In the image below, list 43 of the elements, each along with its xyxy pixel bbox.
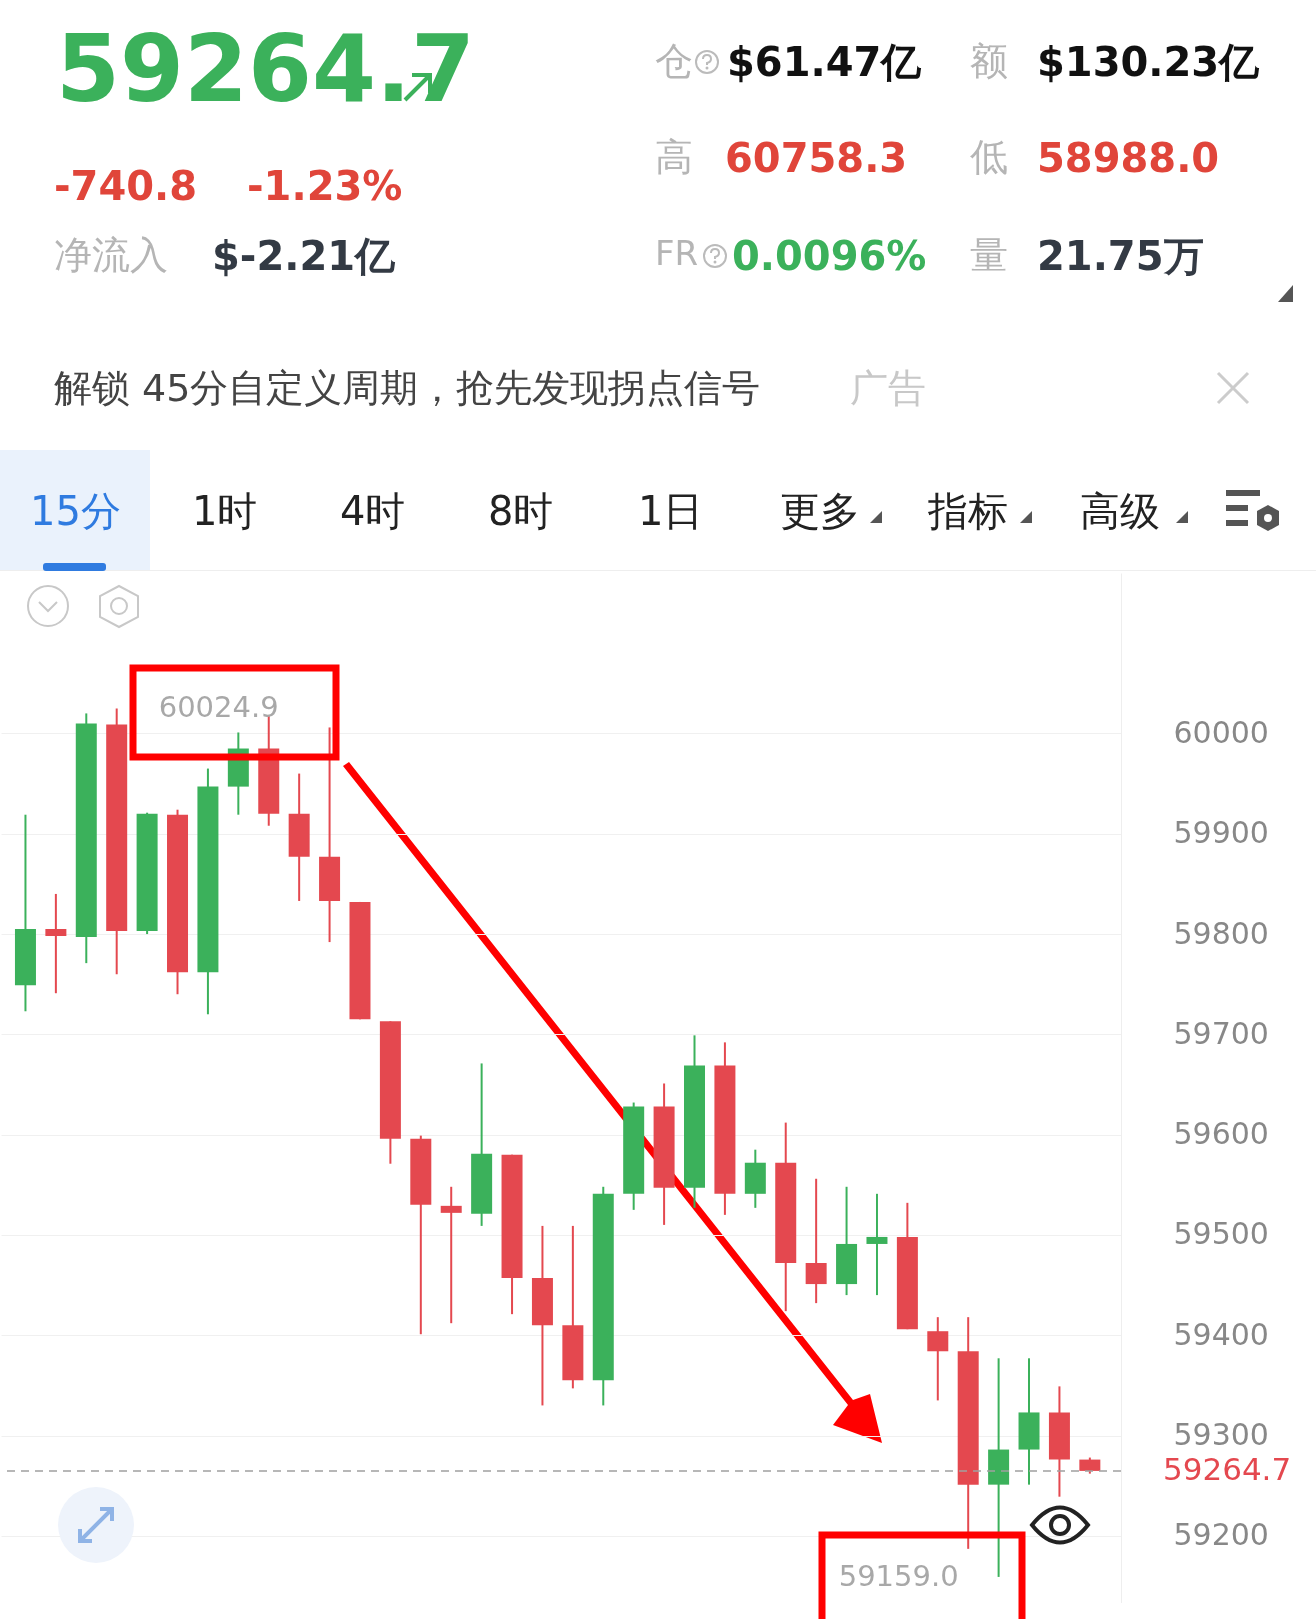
text: 仓: [655, 39, 693, 83]
text: -740.8: [54, 163, 198, 209]
annotation: 60024.9: [158, 690, 279, 725]
text: $-2.21亿: [212, 233, 396, 279]
annotation: 59159.0: [838, 1558, 959, 1593]
text: 1时: [192, 488, 258, 534]
text: 更多: [780, 488, 860, 534]
candlestick: [45, 892, 67, 995]
candlestick: [805, 1177, 827, 1305]
text: 量: [970, 233, 1008, 277]
text: 高级: [1080, 488, 1160, 534]
candlestick: [866, 1192, 888, 1297]
text: 21.75万: [1037, 233, 1204, 279]
text: -1.23%: [247, 163, 403, 209]
text: 4时: [340, 488, 406, 534]
y-tick-label: 59600: [1173, 1116, 1269, 1152]
text: $130.23亿: [1037, 39, 1260, 85]
y-tick-label: 59900: [1173, 815, 1269, 851]
text: 58988.0: [1037, 135, 1220, 181]
candlestick: [927, 1316, 949, 1402]
y-tick-label: 59300: [1173, 1417, 1269, 1453]
y-tick-label: 59200: [1173, 1517, 1269, 1553]
text: 低: [970, 135, 1008, 179]
text: 8时: [488, 488, 554, 534]
y-tick-label: 59800: [1173, 915, 1269, 951]
text: 额: [970, 39, 1008, 83]
text: 59264.7: [56, 16, 476, 123]
candlestick: [440, 1185, 462, 1325]
text: 净流入: [54, 233, 168, 277]
text: 高: [655, 135, 693, 179]
text: 1日: [638, 488, 704, 534]
y-tick-label: 59400: [1173, 1316, 1269, 1352]
y-tick-label: 59500: [1173, 1216, 1269, 1252]
text: 指标: [928, 488, 1008, 534]
text: 解锁 45分自定义周期，抢先发现拐点信号: [54, 366, 761, 410]
y-tick-label: 59700: [1173, 1015, 1269, 1051]
text: $61.47亿: [727, 39, 922, 85]
ref-line-label: 59264.7: [1163, 1450, 1292, 1487]
text: FR: [655, 233, 699, 273]
y-tick-label: 60000: [1173, 714, 1269, 750]
text: 60758.3: [725, 135, 908, 181]
text: 15分: [30, 488, 121, 534]
text: 0.0096%: [732, 233, 927, 279]
